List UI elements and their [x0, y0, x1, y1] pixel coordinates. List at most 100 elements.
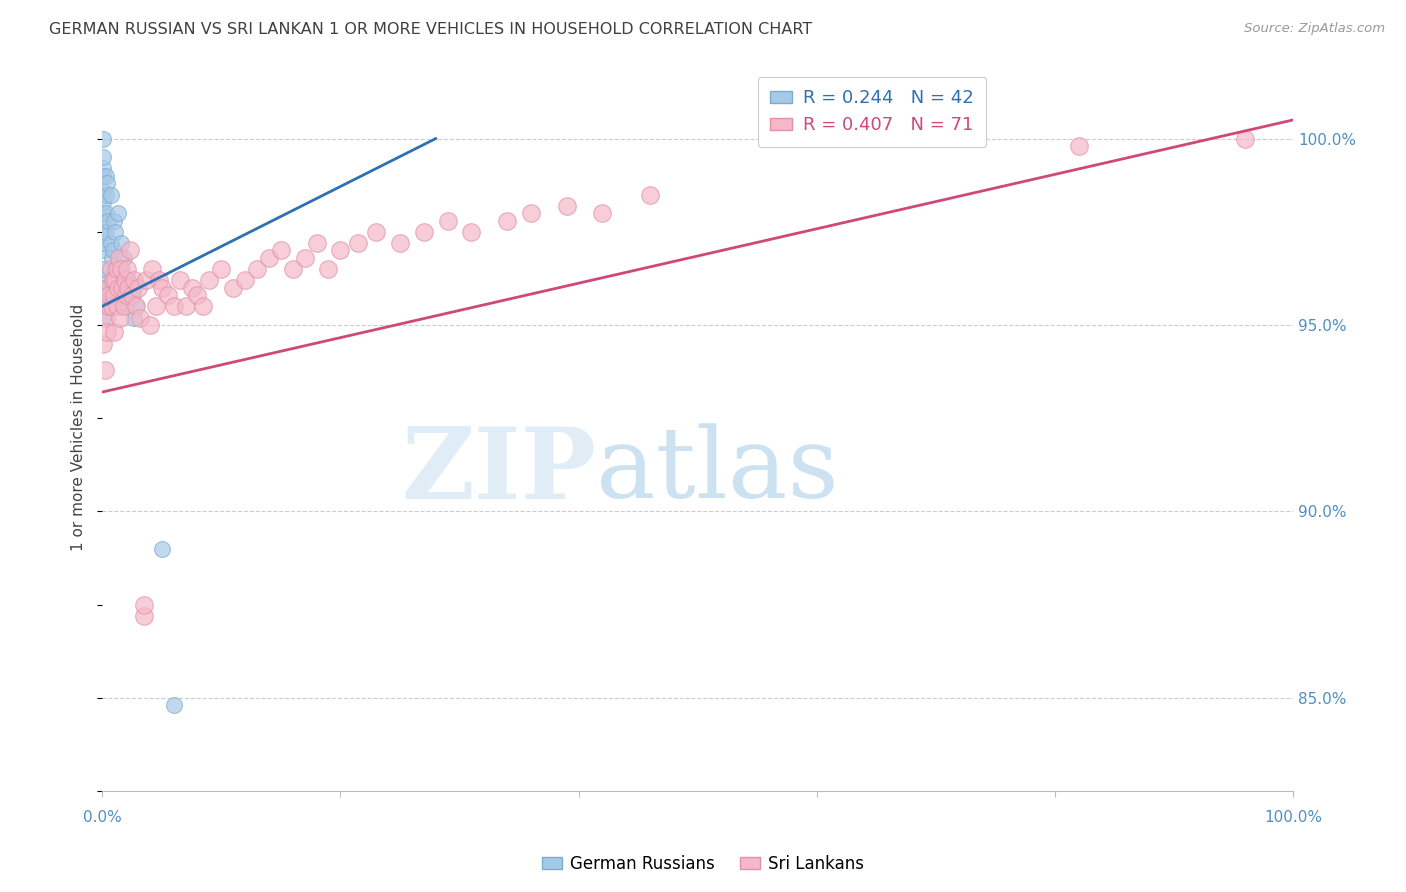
- Point: [347, 235, 370, 250]
- Point: [93, 206, 115, 220]
- Point: [93, 184, 115, 198]
- Point: [94, 225, 117, 239]
- Point: [141, 262, 163, 277]
- Point: [93, 362, 115, 376]
- Point: [305, 235, 328, 250]
- Point: [174, 299, 197, 313]
- Point: [112, 251, 135, 265]
- Point: [1234, 131, 1257, 145]
- Point: [1067, 139, 1090, 153]
- Point: [121, 288, 143, 302]
- Point: [591, 206, 613, 220]
- Text: Source: ZipAtlas.com: Source: ZipAtlas.com: [1244, 22, 1385, 36]
- Point: [96, 326, 118, 340]
- Point: [139, 318, 162, 332]
- Y-axis label: 1 or more Vehicles in Household: 1 or more Vehicles in Household: [72, 304, 86, 551]
- Point: [104, 273, 127, 287]
- Point: [97, 281, 120, 295]
- Point: [257, 251, 280, 265]
- Point: [436, 213, 458, 227]
- Point: [93, 262, 115, 277]
- Point: [108, 251, 131, 265]
- Point: [93, 235, 115, 250]
- Point: [121, 288, 143, 302]
- Point: [108, 310, 131, 325]
- Point: [93, 244, 115, 258]
- Point: [94, 169, 117, 183]
- Point: [115, 299, 138, 313]
- Point: [281, 262, 304, 277]
- Point: [93, 150, 115, 164]
- Point: [107, 206, 129, 220]
- Point: [97, 299, 120, 313]
- Point: [108, 262, 131, 277]
- Point: [124, 310, 146, 325]
- Point: [93, 194, 115, 209]
- Point: [110, 235, 132, 250]
- Point: [103, 326, 125, 340]
- Point: [118, 244, 141, 258]
- Point: [93, 161, 115, 176]
- Legend: German Russians, Sri Lankans: German Russians, Sri Lankans: [536, 848, 870, 880]
- Point: [555, 199, 578, 213]
- Point: [110, 262, 132, 277]
- Point: [163, 698, 186, 713]
- Point: [93, 299, 115, 313]
- Text: 100.0%: 100.0%: [1264, 810, 1322, 824]
- Point: [93, 288, 115, 302]
- Point: [318, 262, 340, 277]
- Point: [294, 251, 316, 265]
- Point: [100, 262, 122, 277]
- Point: [94, 310, 117, 325]
- Point: [132, 598, 155, 612]
- Legend: R = 0.244   N = 42, R = 0.407   N = 71: R = 0.244 N = 42, R = 0.407 N = 71: [758, 77, 986, 147]
- Point: [117, 273, 139, 287]
- Point: [105, 299, 128, 313]
- Point: [100, 235, 122, 250]
- Text: atlas: atlas: [596, 423, 839, 519]
- Point: [101, 244, 124, 258]
- Point: [145, 299, 167, 313]
- Point: [103, 288, 125, 302]
- Point: [270, 244, 292, 258]
- Point: [93, 273, 115, 287]
- Point: [96, 177, 118, 191]
- Point: [222, 281, 245, 295]
- Point: [412, 225, 434, 239]
- Point: [124, 299, 146, 313]
- Point: [246, 262, 269, 277]
- Point: [193, 299, 215, 313]
- Point: [198, 273, 221, 287]
- Point: [94, 187, 117, 202]
- Point: [329, 244, 352, 258]
- Point: [93, 336, 115, 351]
- Point: [101, 273, 124, 287]
- Point: [94, 206, 117, 220]
- Point: [100, 187, 122, 202]
- Point: [115, 262, 138, 277]
- Point: [111, 281, 134, 295]
- Point: [186, 288, 208, 302]
- Point: [93, 131, 115, 145]
- Point: [93, 310, 115, 325]
- Point: [124, 299, 146, 313]
- Point: [127, 281, 149, 295]
- Point: [129, 310, 152, 325]
- Point: [124, 281, 146, 295]
- Point: [156, 288, 179, 302]
- Point: [209, 262, 232, 277]
- Point: [104, 225, 127, 239]
- Point: [98, 288, 121, 302]
- Point: [135, 273, 157, 287]
- Point: [97, 213, 120, 227]
- Point: [93, 225, 115, 239]
- Text: 0.0%: 0.0%: [83, 810, 121, 824]
- Point: [103, 213, 125, 227]
- Point: [112, 299, 135, 313]
- Point: [233, 273, 256, 287]
- Point: [117, 281, 139, 295]
- Point: [460, 225, 482, 239]
- Point: [103, 262, 125, 277]
- Point: [115, 288, 138, 302]
- Point: [105, 262, 128, 277]
